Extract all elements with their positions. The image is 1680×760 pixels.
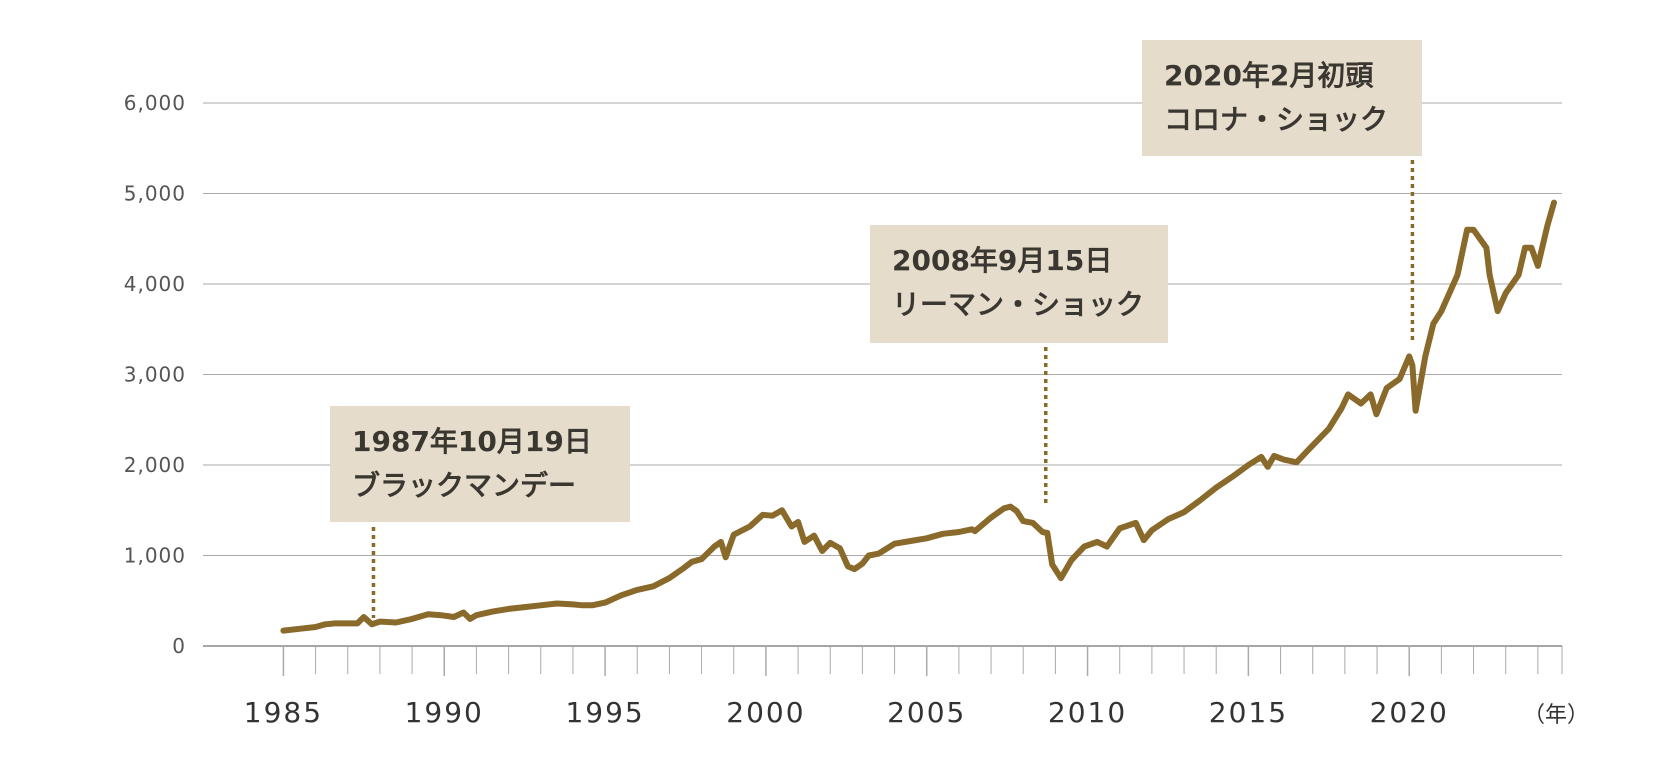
annotation-leaders — [371, 160, 1415, 618]
x-tick-label: 2015 — [1209, 696, 1288, 729]
y-tick-label: 1,000 — [124, 544, 186, 568]
y-tick-label: 6,000 — [124, 91, 186, 115]
x-tick-label: 1985 — [244, 696, 323, 729]
x-tick-label: 2020 — [1370, 696, 1449, 729]
x-axis-unit-label: （年） — [1523, 703, 1589, 728]
x-tick-label: 2010 — [1048, 696, 1127, 729]
annotation-event: ブラックマンデー — [352, 469, 576, 502]
annotation-date: 1987年10月19日 — [352, 425, 592, 458]
y-tick-label: 4,000 — [124, 272, 186, 296]
annotation-box — [1142, 40, 1422, 156]
y-tick-label: 5,000 — [124, 182, 186, 206]
annotation-box — [330, 406, 630, 522]
annotation-event: リーマン・ショック — [892, 288, 1144, 321]
y-tick-label: 2,000 — [124, 453, 186, 477]
x-tick-label: 2005 — [887, 696, 966, 729]
y-axis-labels: 0 1,000 2,000 3,000 4,000 5,000 6,000 — [124, 91, 186, 658]
gridlines — [203, 102, 1562, 647]
annotation-date: 2020年2月初頭 — [1164, 59, 1374, 92]
x-tick-label: 1995 — [565, 696, 644, 729]
annotations: 1987年10月19日ブラックマンデー2008年9月15日リーマン・ショック20… — [330, 40, 1422, 522]
y-tick-label: 3,000 — [124, 363, 186, 387]
annotation-date: 2008年9月15日 — [892, 244, 1112, 277]
annotation-box — [870, 225, 1168, 343]
x-tick-label: 2000 — [726, 696, 805, 729]
annotation-event: コロナ・ショック — [1164, 103, 1388, 136]
x-tick-label: 1990 — [405, 696, 484, 729]
y-tick-label: 0 — [172, 634, 186, 658]
series-line — [280, 199, 1557, 634]
x-axis-labels: 1985 1990 1995 2000 2005 2010 2015 2020 — [244, 696, 1449, 729]
x-axis — [203, 645, 1563, 676]
